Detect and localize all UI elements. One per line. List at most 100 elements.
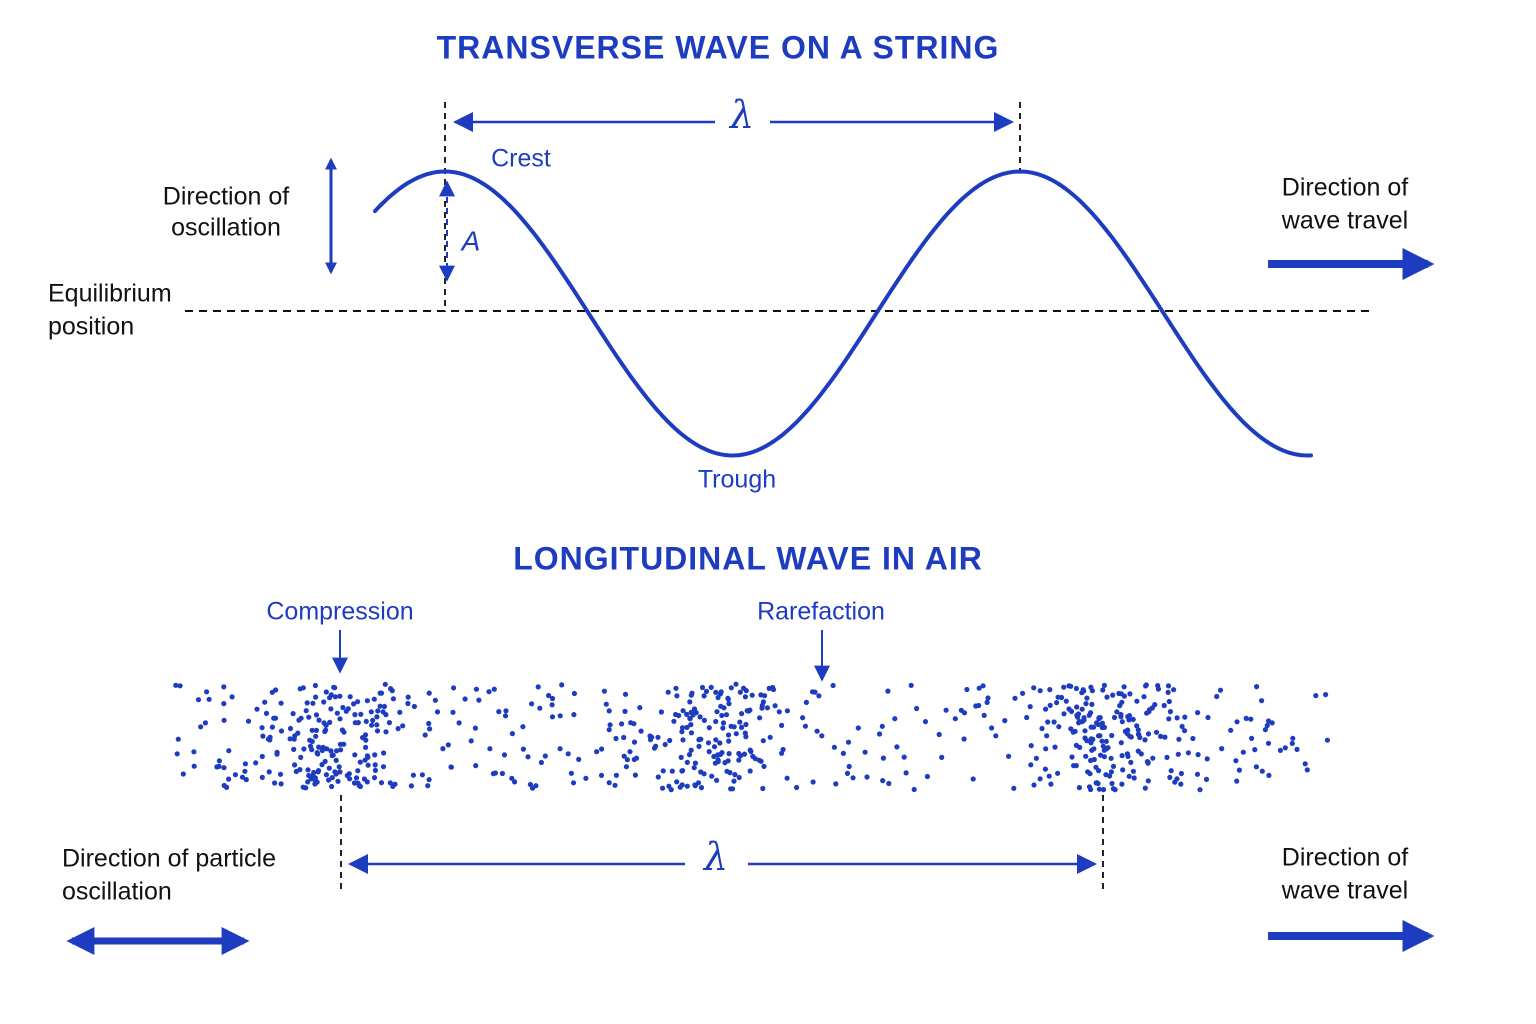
particle: [1277, 747, 1283, 754]
particle: [278, 781, 284, 787]
particle: [658, 709, 665, 715]
particle: [537, 705, 543, 711]
particle: [576, 756, 582, 763]
particle: [557, 746, 563, 752]
particle: [1175, 751, 1181, 757]
particle: [762, 693, 768, 699]
particle: [1158, 733, 1164, 740]
particle: [520, 746, 527, 752]
particle: [692, 783, 698, 789]
particle: [1162, 734, 1168, 740]
particle: [924, 773, 931, 780]
particle: [936, 731, 942, 738]
particle: [1069, 754, 1075, 760]
particle: [319, 762, 325, 768]
particle: [310, 700, 316, 706]
particle: [321, 699, 327, 705]
particle: [908, 682, 914, 689]
particle: [731, 778, 737, 784]
particle: [440, 746, 446, 752]
particle: [989, 725, 995, 731]
particle: [1068, 683, 1074, 689]
particle: [370, 717, 376, 724]
particles: [173, 681, 1330, 793]
particle: [684, 759, 690, 766]
particle: [691, 706, 698, 712]
particle: [253, 760, 259, 766]
particle: [395, 726, 401, 732]
particle: [714, 709, 720, 715]
particle: [571, 690, 578, 697]
particle: [1096, 786, 1102, 792]
particle: [400, 723, 406, 729]
particle: [1118, 711, 1124, 718]
particle: [760, 738, 766, 744]
particle: [173, 682, 179, 688]
particle: [1086, 784, 1093, 790]
particle: [1167, 709, 1173, 715]
particle: [679, 768, 685, 774]
particle: [1290, 735, 1296, 741]
particle: [1052, 744, 1058, 750]
particle: [333, 757, 339, 764]
particle: [736, 774, 742, 781]
particle: [462, 696, 468, 702]
particle: [341, 729, 347, 735]
particle: [1204, 756, 1210, 762]
particle: [1037, 776, 1043, 782]
particle: [337, 741, 343, 747]
particle: [677, 784, 683, 790]
particle: [985, 695, 991, 701]
particle: [684, 724, 690, 731]
particle: [542, 753, 548, 759]
particle: [473, 763, 479, 769]
particle: [845, 739, 852, 745]
travel-label: Direction of: [1282, 844, 1408, 872]
particle: [390, 696, 396, 702]
particle: [1214, 693, 1220, 700]
particle: [259, 774, 265, 781]
particle: [1104, 694, 1110, 700]
particle: [606, 727, 612, 733]
particle: [862, 749, 868, 755]
particle: [327, 695, 333, 701]
particle: [383, 712, 389, 718]
particle: [844, 770, 851, 777]
particle: [1054, 700, 1060, 706]
particle: [491, 686, 497, 692]
particle: [303, 708, 309, 714]
particle: [332, 694, 338, 700]
particle: [692, 760, 699, 766]
particle: [1091, 746, 1097, 752]
particle: [323, 689, 329, 695]
particle: [631, 739, 638, 745]
particle: [686, 752, 693, 758]
particle: [520, 724, 526, 730]
particle: [1056, 724, 1062, 730]
particle: [216, 758, 222, 764]
particle: [1205, 714, 1211, 721]
particle: [364, 698, 370, 704]
particle: [1114, 709, 1120, 715]
particle: [347, 694, 353, 700]
particle: [1262, 727, 1268, 733]
particle: [1134, 698, 1140, 704]
particle: [1234, 719, 1240, 725]
particle: [338, 747, 344, 753]
particle: [472, 725, 478, 731]
particle: [1083, 753, 1089, 759]
particle: [1324, 737, 1330, 743]
particle: [770, 684, 776, 691]
particle: [260, 733, 266, 739]
particle: [752, 756, 758, 762]
particle: [191, 763, 197, 769]
particle: [747, 768, 753, 774]
particle: [741, 685, 747, 691]
particle: [321, 720, 327, 726]
particle: [337, 769, 343, 775]
particle: [427, 726, 433, 732]
particle: [371, 775, 378, 781]
particle: [739, 724, 745, 731]
particle: [1091, 724, 1097, 730]
particle: [1155, 686, 1161, 692]
